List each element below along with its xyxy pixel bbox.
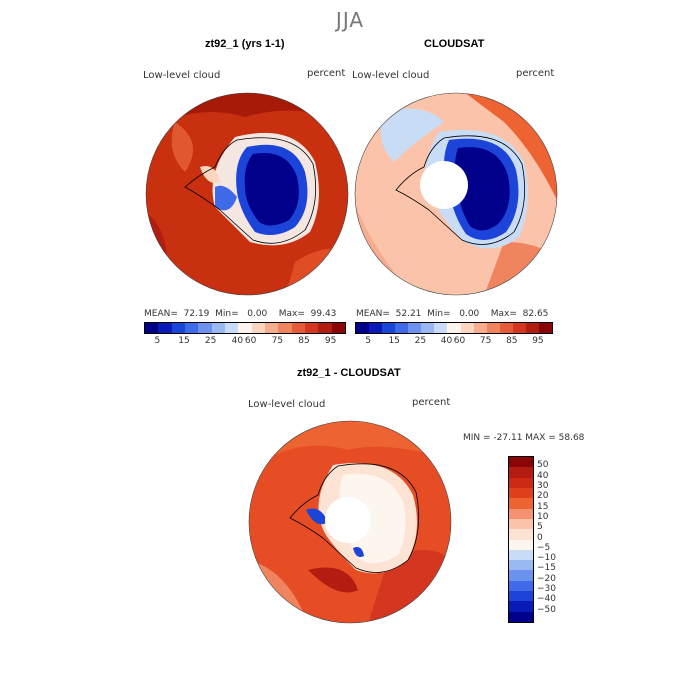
- colorbar-diff: [508, 456, 534, 623]
- colorbar-swatch: [512, 323, 526, 333]
- colorbar-swatch: [509, 591, 533, 602]
- colorbar-tick-label: 20: [537, 491, 549, 502]
- colorbar-swatch: [509, 580, 533, 592]
- stats-obs: MEAN= 52.21 Min= 0.00 Max= 82.65: [356, 309, 549, 319]
- colorbar-swatch: [509, 601, 533, 612]
- colorbar-tick-label: 95: [532, 336, 544, 346]
- colorbar-tick-label: 60: [453, 336, 466, 346]
- panel-title-model: zt92_1 (yrs 1-1): [205, 38, 285, 50]
- season-title: JJA: [335, 8, 365, 32]
- colorbar-swatch: [238, 323, 252, 333]
- colorbar-tick-label: 15: [537, 501, 549, 512]
- colorbar-swatch: [278, 323, 292, 333]
- colorbar-swatch: [486, 323, 500, 333]
- colorbar-swatch: [509, 611, 533, 622]
- colorbar-model: [144, 322, 346, 334]
- colorbar-swatch: [434, 323, 448, 333]
- colorbar-tick-label: 75: [479, 336, 492, 346]
- colorbar-tick-label: 5: [154, 336, 161, 346]
- variable-label-model: Low-level cloud: [143, 70, 221, 81]
- units-label-obs: percent: [516, 68, 555, 79]
- colorbar-swatch: [198, 323, 212, 333]
- colorbar-swatch: [509, 498, 533, 509]
- panel-title-diff: zt92_1 - CLOUDSAT: [297, 367, 401, 379]
- colorbar-swatch: [224, 323, 239, 333]
- polar-map-model: [145, 92, 349, 296]
- colorbar-swatch: [473, 323, 487, 333]
- colorbar-swatch: [251, 323, 265, 333]
- colorbar-swatch: [509, 487, 533, 499]
- colorbar-swatch: [509, 570, 533, 581]
- colorbar-tick-label: 15: [388, 336, 400, 346]
- colorbar-swatch: [509, 560, 533, 571]
- colorbar-swatch: [382, 323, 396, 333]
- colorbar-swatch: [447, 323, 461, 333]
- variable-label-obs: Low-level cloud: [352, 70, 430, 81]
- colorbar-tick-label: −20: [537, 573, 556, 584]
- colorbar-tick-label: −10: [537, 553, 556, 564]
- colorbar-swatch: [158, 323, 172, 333]
- panel-title-obs: CLOUDSAT: [424, 38, 485, 50]
- colorbar-swatch: [291, 323, 305, 333]
- colorbar-swatch: [509, 549, 533, 561]
- colorbar-swatch: [408, 323, 422, 333]
- colorbar-swatch: [356, 323, 370, 333]
- variable-label-diff: Low-level cloud: [248, 399, 326, 410]
- colorbar-tick-label: 0: [537, 532, 543, 543]
- colorbar-tick-label: 15: [178, 336, 190, 346]
- colorbar-tick-label: 75: [271, 336, 284, 346]
- stats-model: MEAN= 72.19 Min= 0.00 Max= 99.43: [144, 309, 337, 319]
- colorbar-tick-label: −5: [537, 542, 551, 553]
- units-label-diff: percent: [412, 397, 451, 408]
- colorbar-tick-label: 60: [244, 336, 257, 346]
- colorbar-swatch: [145, 323, 159, 333]
- colorbar-swatch: [211, 323, 225, 333]
- colorbar-tick-label: 5: [537, 522, 543, 533]
- colorbar-tick-label: −50: [537, 604, 556, 615]
- colorbar-tick-label: 5: [365, 336, 371, 346]
- colorbar-swatch: [184, 323, 199, 333]
- colorbar-tick-label: 30: [537, 480, 549, 491]
- range-label-diff: MIN = -27.11 MAX = 58.68: [463, 433, 585, 443]
- colorbar-tick-label: 40: [440, 336, 453, 346]
- colorbar-tick-label: 85: [506, 336, 518, 346]
- colorbar-tick-label: 25: [204, 336, 217, 346]
- colorbar-tick-label: 50: [537, 460, 549, 471]
- colorbar-swatch: [499, 323, 513, 333]
- colorbar-swatch: [395, 323, 409, 333]
- colorbar-swatch: [369, 323, 383, 333]
- colorbar-swatch: [171, 323, 185, 333]
- colorbar-swatch: [509, 518, 533, 530]
- colorbar-obs: [355, 322, 553, 334]
- colorbar-tick-label: 10: [537, 511, 549, 522]
- colorbar-tick-label: −40: [537, 594, 556, 605]
- colorbar-swatch: [421, 323, 435, 333]
- colorbar-tick-label: 25: [414, 336, 427, 346]
- polar-map-diff: [248, 420, 452, 624]
- colorbar-tick-label: 95: [324, 336, 337, 346]
- colorbar-swatch: [460, 323, 474, 333]
- polar-map-obs: [354, 92, 558, 296]
- colorbar-tick-label: 40: [231, 336, 244, 346]
- colorbar-swatch: [264, 323, 279, 333]
- colorbar-swatch: [509, 508, 533, 519]
- colorbar-swatch: [509, 539, 533, 550]
- colorbar-swatch: [304, 323, 319, 333]
- colorbar-tick-label: −15: [537, 563, 556, 574]
- colorbar-tick-label: 40: [537, 470, 549, 481]
- colorbar-tick-label: 85: [298, 336, 310, 346]
- colorbar-tick-label: −30: [537, 584, 556, 595]
- colorbar-swatch: [538, 323, 552, 333]
- colorbar-swatch: [509, 457, 533, 468]
- colorbar-swatch: [509, 467, 533, 478]
- units-label-model: percent: [307, 68, 346, 79]
- colorbar-swatch: [318, 323, 332, 333]
- colorbar-swatch: [509, 477, 533, 488]
- colorbar-swatch: [525, 323, 539, 333]
- colorbar-swatch: [331, 323, 345, 333]
- colorbar-swatch: [509, 529, 533, 540]
